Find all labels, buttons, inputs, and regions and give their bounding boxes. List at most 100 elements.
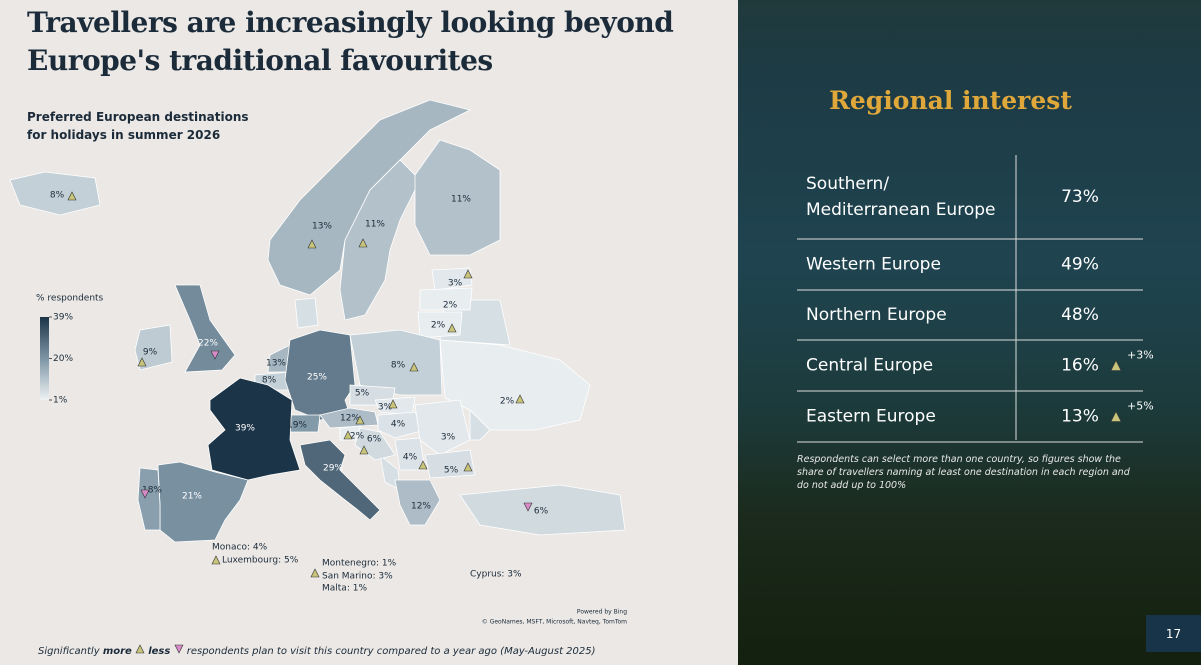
region-share: 73% [1061, 187, 1099, 207]
subtitle-line: for holidays in summer 2026 [27, 128, 221, 142]
region-share: 16% [1061, 356, 1099, 376]
country-shape [294, 297, 319, 329]
region-label: 13% [266, 359, 286, 369]
footer-text: Significantly [38, 646, 100, 657]
panel-note: Respondents can select more than one cou… [797, 454, 1130, 491]
region-label: 8% [262, 376, 277, 386]
region-label: 12% [340, 414, 360, 424]
up-arrow [67, 191, 77, 201]
up-arrow [137, 357, 147, 367]
country-shape [419, 287, 473, 311]
region-label: 2% [431, 321, 446, 331]
small-state: Cyprus: 3% [470, 570, 522, 580]
region-label: 39% [235, 424, 255, 434]
region-label: 2% [443, 301, 458, 311]
region-label: 12% [411, 502, 431, 512]
region-label: 9% [143, 348, 158, 358]
up-arrow [388, 399, 398, 409]
region-label: 11% [365, 220, 385, 230]
region-name-line: Mediterranean Europe [806, 200, 995, 220]
up-arrow [310, 568, 320, 578]
region-name: Eastern Europe [806, 407, 936, 427]
region-label: 6% [367, 435, 382, 445]
down-arrow [140, 489, 150, 499]
region-label: 21% [182, 492, 202, 502]
country-shape [207, 377, 301, 481]
up-arrow [463, 462, 473, 472]
small-state: Malta: 1% [322, 584, 367, 594]
up-arrow [343, 430, 353, 440]
down-arrow [523, 502, 533, 512]
up-arrow [307, 239, 317, 249]
europe-map: 8% 13% 11% 11% 3% 2% 2% 9% 22% 13% 8% 25% 8% 5% 3% 12% 1… [9, 99, 627, 626]
region-label: 3% [448, 279, 463, 289]
up-arrow [355, 415, 365, 425]
region-change: +5% [1127, 400, 1154, 413]
up-arrow [409, 362, 419, 372]
region-label: 13% [312, 222, 332, 232]
country-shape [424, 449, 476, 479]
down-arrow [210, 350, 220, 360]
small-state: Luxembourg: 5% [222, 556, 299, 566]
attribution: © GeoNames, MSFT, Microsoft, Navteq, Tom… [482, 619, 627, 626]
country-shape [394, 437, 426, 471]
region-label: 11% [451, 195, 471, 205]
small-state: Montenegro: 1% [322, 559, 397, 569]
regions: 8% 13% 11% 11% 3% 2% 2% 9% 22% 13% 8% 25% 8% 5% 3% 12% 1… [9, 99, 626, 543]
small-state: San Marino: 3% [322, 572, 393, 582]
up-arrow [447, 323, 457, 333]
region-label: 8% [50, 191, 65, 201]
side-panel: Regional interest Southern/Mediterranean… [738, 0, 1201, 665]
up-arrow [358, 238, 368, 248]
subtitle-line: Preferred European destinations [27, 110, 249, 124]
country-shape [459, 484, 626, 536]
region-label: 8% [391, 361, 406, 371]
up-arrow [211, 555, 221, 565]
up-arrow [359, 445, 369, 455]
country-shape [284, 329, 356, 421]
region-label: 4% [403, 453, 418, 463]
attribution: Powered by Bing [577, 609, 627, 616]
up-arrow [135, 644, 145, 654]
region-label: 25% [307, 373, 327, 383]
footer-text: more [102, 646, 132, 657]
page-number: 17 [1146, 615, 1201, 652]
country-shape [394, 479, 441, 526]
region-label: 5% [444, 466, 459, 476]
map-footer: Significantly more less respondents plan… [38, 644, 596, 657]
up-arrow [1110, 359, 1122, 371]
legend-tick-label: 20% [53, 354, 73, 364]
footer-text: less [148, 646, 171, 657]
up-arrow [515, 394, 525, 404]
panel-title: Regional interest [829, 86, 1072, 115]
down-arrow [174, 644, 184, 654]
region-table: Southern/Mediterranean Europe 73% Western … [797, 155, 1154, 443]
region-share: 49% [1061, 255, 1099, 275]
small-state: Monaco: 4% [212, 543, 268, 553]
legend-tick-label: 1% [53, 396, 68, 406]
region-label: 4% [391, 420, 406, 430]
slide-title: Travellers are increasingly looking beyo… [27, 6, 674, 77]
country-shape [134, 324, 173, 371]
region-label: 3% [441, 433, 456, 443]
legend-ticks: 39% 20% 1% [49, 313, 73, 406]
up-arrow [463, 269, 473, 279]
country-shape [137, 467, 161, 531]
up-arrow [1110, 410, 1122, 422]
footer-text: respondents plan to visit this country c… [186, 646, 596, 657]
up-arrow [418, 460, 428, 470]
region-name: Central Europe [806, 356, 933, 376]
country-shape [174, 284, 236, 373]
country-shape [349, 329, 443, 396]
country-shape [414, 399, 471, 456]
region-change: +3% [1127, 349, 1154, 362]
region-name: Northern Europe [806, 305, 947, 325]
country-shape [299, 439, 381, 521]
region-name: Southern/Mediterranean Europe [806, 174, 995, 220]
region-label: 22% [198, 339, 218, 349]
region-label: 19% [287, 421, 307, 431]
country-shape [339, 159, 421, 321]
region-label: 29% [323, 464, 343, 474]
region-label: 3% [378, 403, 393, 413]
